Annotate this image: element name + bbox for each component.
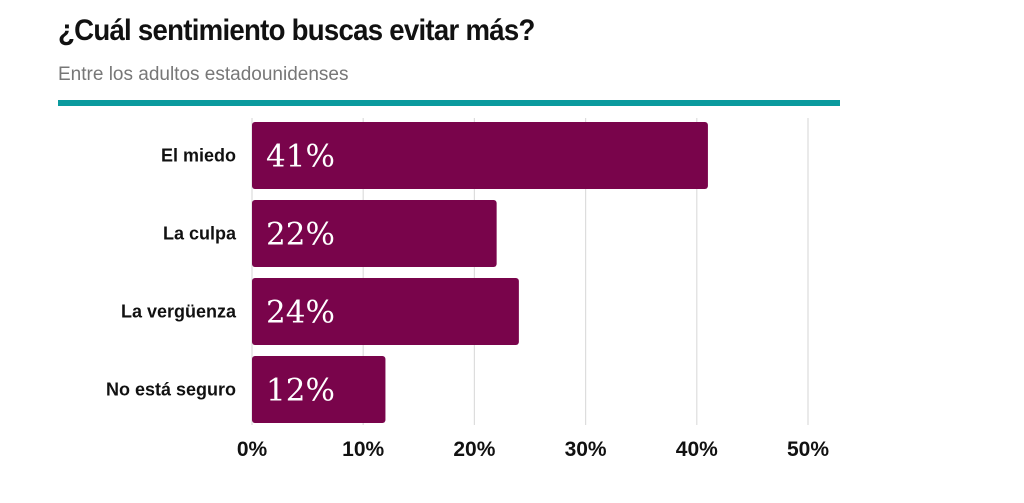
x-tick-label: 40%: [676, 438, 718, 461]
chart-subtitle: Entre los adultos estadounidenses: [58, 64, 349, 85]
value-label: 22%: [266, 217, 335, 253]
x-tick-label: 30%: [565, 438, 607, 461]
x-tick-label: 0%: [237, 438, 268, 461]
category-label: La vergüenza: [121, 302, 237, 322]
bar: [252, 122, 708, 189]
title-rule-divider: [58, 100, 840, 106]
bar: [252, 356, 386, 423]
category-label: No está seguro: [106, 380, 236, 400]
x-tick-label: 20%: [453, 438, 495, 461]
chart-title: ¿Cuál sentimiento buscas evitar más?: [58, 14, 535, 47]
value-label: 12%: [266, 373, 335, 409]
bar: [252, 200, 497, 267]
bar: [252, 278, 519, 345]
category-label: El miedo: [161, 146, 236, 166]
x-tick-label: 50%: [787, 438, 829, 461]
value-label: 41%: [266, 139, 335, 175]
category-label: La culpa: [163, 224, 237, 244]
value-label: 24%: [266, 295, 335, 331]
x-tick-label: 10%: [342, 438, 384, 461]
